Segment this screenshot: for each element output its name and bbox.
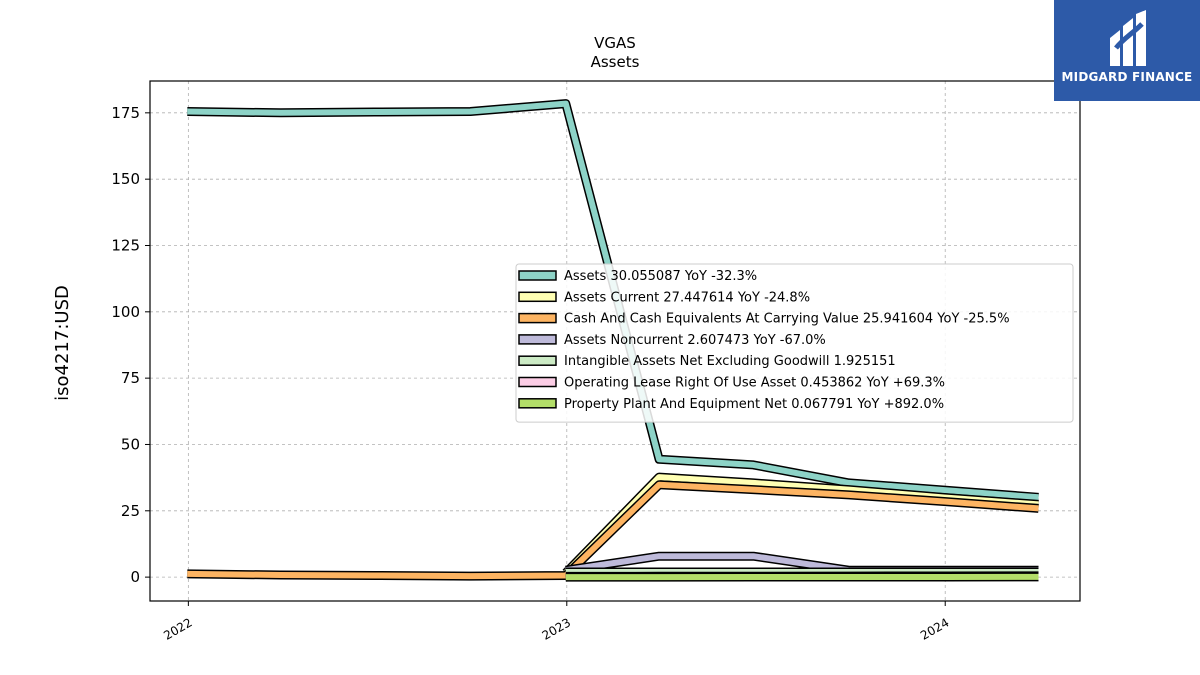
x-tick-label: 2023 — [540, 615, 573, 642]
x-tick-label: 2022 — [161, 615, 194, 642]
y-axis-label: iso4217:USD — [52, 285, 73, 401]
y-tick-label: 150 — [111, 170, 140, 188]
legend-swatch — [518, 312, 557, 324]
legend-item: Assets Current 27.447614 YoY -24.8% — [518, 290, 810, 305]
legend-label: Assets Current 27.447614 YoY -24.8% — [564, 290, 810, 305]
y-tick-label: 175 — [111, 104, 140, 122]
legend-label: Assets Noncurrent 2.607473 YoY -67.0% — [564, 333, 826, 348]
legend-label: Intangible Assets Net Excluding Goodwill… — [564, 354, 896, 369]
y-tick-label: 0 — [130, 568, 140, 586]
y-tick-label: 100 — [111, 303, 140, 321]
legend-label: Property Plant And Equipment Net 0.06779… — [564, 397, 944, 412]
series-lines — [187, 99, 1039, 582]
legend-label: Operating Lease Right Of Use Asset 0.453… — [564, 376, 945, 391]
legend-swatch — [518, 334, 557, 345]
y-tick-label: 50 — [121, 435, 140, 453]
series-line — [187, 481, 1039, 580]
legend-swatch — [518, 270, 557, 281]
y-tick-label: 125 — [111, 236, 140, 254]
logo-brand-text: MIDGARD FINANCE — [1061, 70, 1193, 84]
legend-swatch — [518, 355, 557, 366]
legend-label: Cash And Cash Equivalents At Carrying Va… — [564, 312, 1010, 327]
legend-item: Intangible Assets Net Excluding Goodwill… — [518, 354, 896, 369]
x-tick-label: 2024 — [918, 615, 951, 642]
legend-item: Operating Lease Right Of Use Asset 0.453… — [518, 376, 945, 391]
y-tick-label: 25 — [121, 502, 140, 520]
legend-box — [515, 263, 1074, 423]
legend-item: Assets Noncurrent 2.607473 YoY -67.0% — [518, 333, 826, 348]
legend-item: Cash And Cash Equivalents At Carrying Va… — [518, 312, 1010, 327]
legend-item: Assets 30.055087 YoY -32.3% — [518, 269, 757, 284]
legend: Assets 30.055087 YoY -32.3% Assets Curren… — [515, 263, 1074, 423]
legend-swatch — [518, 291, 557, 303]
series-3 — [187, 480, 1039, 581]
y-tick-label: 75 — [121, 369, 140, 387]
chart-subtitle: Assets — [591, 53, 640, 71]
legend-swatch — [518, 376, 557, 388]
legend-item: Property Plant And Equipment Net 0.06779… — [518, 397, 944, 412]
chart-title: VGAS — [594, 34, 636, 52]
plot-frame — [149, 80, 1081, 602]
legend-label: Assets 30.055087 YoY -32.3% — [564, 269, 757, 284]
midgard-logo-icon — [1110, 10, 1146, 66]
midgard-finance-logo: MIDGARD FINANCE — [1054, 0, 1200, 101]
legend-swatch — [518, 398, 557, 409]
